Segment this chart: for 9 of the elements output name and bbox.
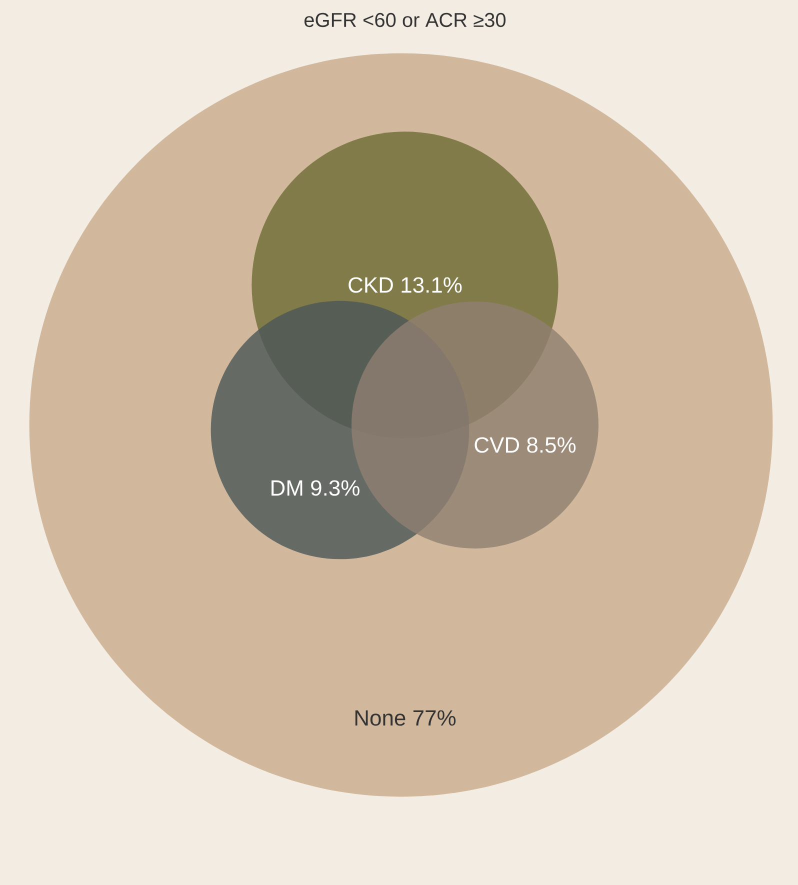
category-label: None: [355, 710, 406, 726]
data-label: 77%: [413, 710, 456, 726]
category-label: CVD: [474, 437, 520, 453]
data-label: 8.5%: [527, 437, 576, 453]
category-label: CKD: [348, 277, 393, 293]
data-label: 13.1%: [402, 277, 462, 293]
data-label: 9.3%: [311, 480, 360, 496]
category-label: DM: [272, 480, 302, 496]
text: eGFR <60 or ACR ≥30: [304, 12, 506, 28]
